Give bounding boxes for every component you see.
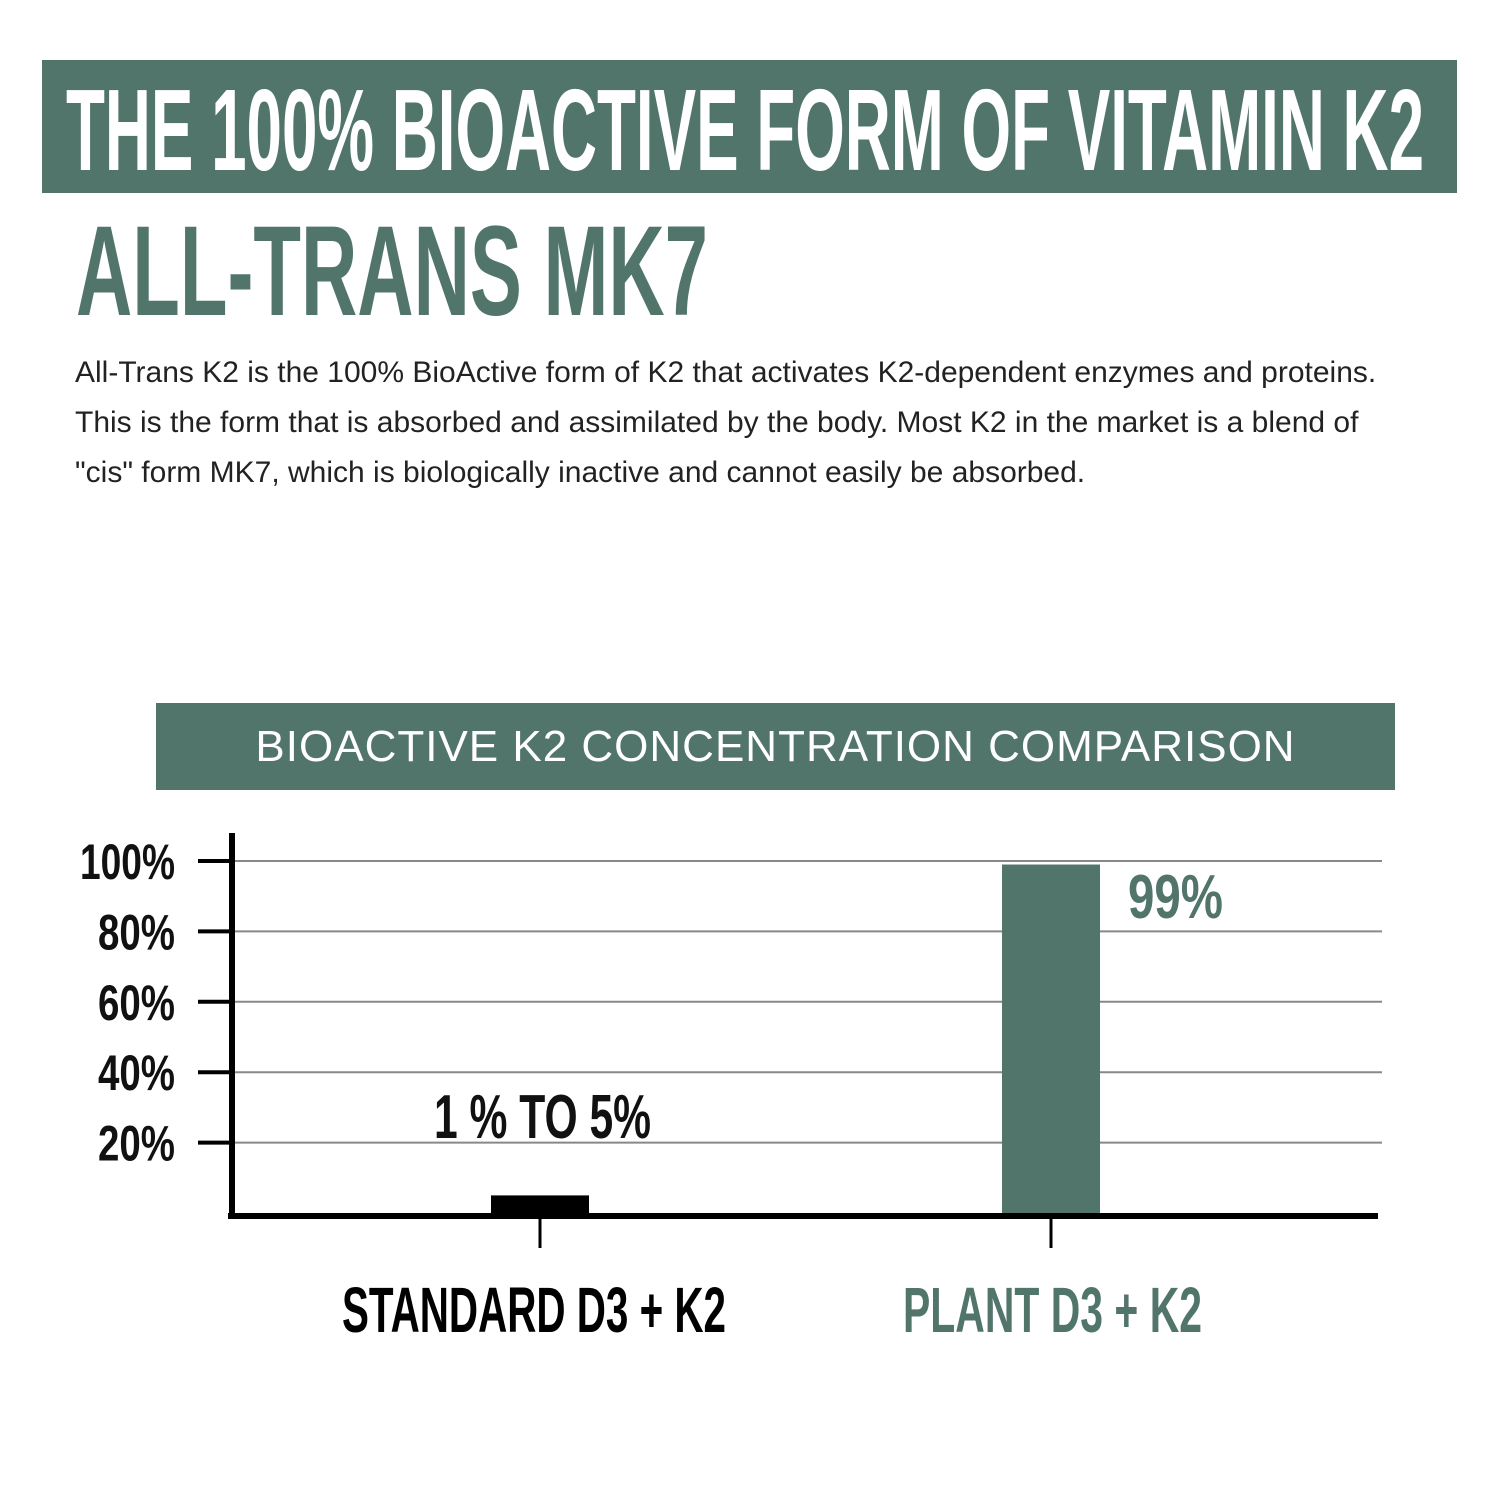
y-tick-label: 20% (98, 1116, 175, 1172)
chart-title: BIOACTIVE K2 CONCENTRATION COMPARISON (255, 721, 1296, 771)
bar (1002, 864, 1100, 1213)
description-paragraph: All-Trans K2 is the 100% BioActive form … (75, 356, 1377, 489)
x-category-label: PLANT D3 + K2 (903, 1274, 1202, 1346)
data-label: 1 % TO 5% (434, 1083, 651, 1152)
page-title: THE 100% BIOACTIVE FORM OF VITAMIN K2 (66, 65, 1424, 195)
y-tick-label: 60% (98, 975, 175, 1031)
chart-title-banner: BIOACTIVE K2 CONCENTRATION COMPARISON (156, 703, 1395, 790)
title-banner (42, 60, 1457, 193)
y-tick-label: 40% (98, 1045, 175, 1101)
y-tick-label: 100% (80, 834, 175, 890)
data-label: 99% (1128, 863, 1223, 932)
page-subtitle: ALL-TRANS MK7 (76, 200, 708, 343)
x-category-label: STANDARD D3 + K2 (342, 1274, 726, 1346)
y-tick-label: 80% (98, 904, 175, 960)
bar (491, 1195, 589, 1213)
